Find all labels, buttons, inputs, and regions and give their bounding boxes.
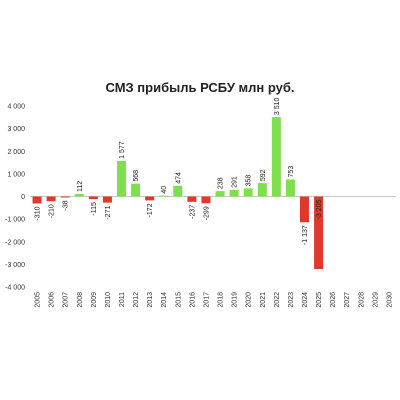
bar — [243, 188, 253, 197]
x-tick-label: 2010 — [105, 292, 112, 308]
y-tick-label: 0 — [21, 194, 25, 201]
x-tick-label: 2015 — [175, 292, 182, 308]
bar — [145, 196, 155, 201]
x-tick-label: 2021 — [260, 292, 267, 308]
y-tick-label: -4 000 — [5, 285, 25, 292]
bar — [88, 196, 98, 200]
x-tick-label: 2022 — [274, 292, 281, 308]
data-label: 1 577 — [119, 141, 126, 159]
x-tick-label: 2028 — [358, 292, 365, 308]
x-tick-label: 2014 — [161, 292, 168, 308]
data-label: -299 — [203, 206, 210, 220]
bar — [271, 117, 281, 197]
bar — [314, 196, 324, 270]
x-tick-label: 2023 — [288, 292, 295, 308]
bar — [285, 179, 295, 197]
x-tick-label: 2005 — [35, 292, 42, 308]
bar — [131, 183, 141, 197]
x-tick-label: 2027 — [344, 292, 351, 308]
bar — [60, 196, 70, 198]
x-tick-label: 2007 — [63, 292, 70, 308]
x-tick-label: 2019 — [232, 292, 239, 308]
y-tick-label: 2 000 — [7, 149, 25, 156]
data-labels: -310 -210 -38 112 -115 -271 1 577 568 -172 40 474 -… — [35, 97, 324, 245]
data-label: 3 510 — [274, 97, 281, 115]
y-tick-label: 4 000 — [7, 104, 25, 111]
x-tick-label: 2029 — [372, 292, 379, 308]
data-label: 568 — [133, 170, 140, 182]
bar — [201, 196, 211, 204]
data-label: -210 — [49, 204, 56, 218]
data-label: -172 — [147, 203, 154, 217]
bar — [229, 189, 239, 197]
data-label: -38 — [63, 200, 70, 210]
x-tick-label: 2024 — [302, 292, 309, 308]
data-label: -1 137 — [302, 225, 309, 245]
data-label: 753 — [288, 166, 295, 178]
data-label: 112 — [77, 181, 84, 192]
x-tick-label: 2026 — [330, 292, 337, 308]
x-tick-label: 2012 — [133, 292, 140, 308]
bar — [32, 196, 42, 204]
y-tick-label: 3 000 — [7, 126, 25, 133]
y-tick-label: 1 000 — [7, 171, 25, 178]
bar — [74, 193, 84, 197]
data-label: -3 205 — [316, 199, 323, 219]
data-label: -271 — [105, 206, 112, 220]
bar — [215, 191, 225, 197]
y-tick-label: -1 000 — [5, 217, 25, 224]
bar — [173, 185, 183, 197]
bar — [187, 196, 197, 202]
data-label: -237 — [189, 205, 196, 219]
x-tick-label: 2009 — [91, 292, 98, 308]
x-tick-label: 2025 — [316, 292, 323, 308]
x-tick-label: 2016 — [189, 292, 196, 308]
y-tick-label: -2 000 — [5, 239, 25, 246]
bar — [257, 183, 267, 197]
bars — [32, 117, 324, 270]
bar — [46, 196, 56, 202]
data-label: 291 — [232, 176, 239, 188]
x-tick-label: 2013 — [147, 292, 154, 308]
bar — [102, 196, 112, 203]
x-tick-label: 2020 — [246, 292, 253, 308]
y-axis: -4 000 -3 000 -2 000 -1 000 0 1 000 2 000 3 000… — [5, 104, 25, 292]
data-label: 40 — [161, 186, 168, 194]
bar — [299, 196, 310, 223]
x-tick-label: 2018 — [218, 292, 225, 308]
x-tick-label: 2030 — [386, 292, 393, 308]
data-label: -310 — [35, 206, 42, 220]
data-label: 474 — [175, 172, 182, 184]
data-label: 592 — [260, 169, 267, 181]
chart-title: СМЗ прибыль РСБУ млн руб. — [105, 80, 295, 95]
y-tick-label: -3 000 — [5, 262, 25, 269]
x-axis: 2005 2006 2007 2008 2009 2010 2011 2012 2013 2014… — [35, 292, 394, 308]
x-tick-label: 2017 — [203, 292, 210, 308]
x-tick-label: 2006 — [49, 292, 56, 308]
x-tick-label: 2008 — [77, 292, 84, 308]
bar — [116, 160, 127, 197]
data-label: 358 — [246, 175, 253, 187]
x-tick-label: 2011 — [119, 292, 126, 307]
data-label: -115 — [91, 202, 98, 216]
data-label: 238 — [218, 177, 225, 189]
bar — [159, 195, 169, 197]
